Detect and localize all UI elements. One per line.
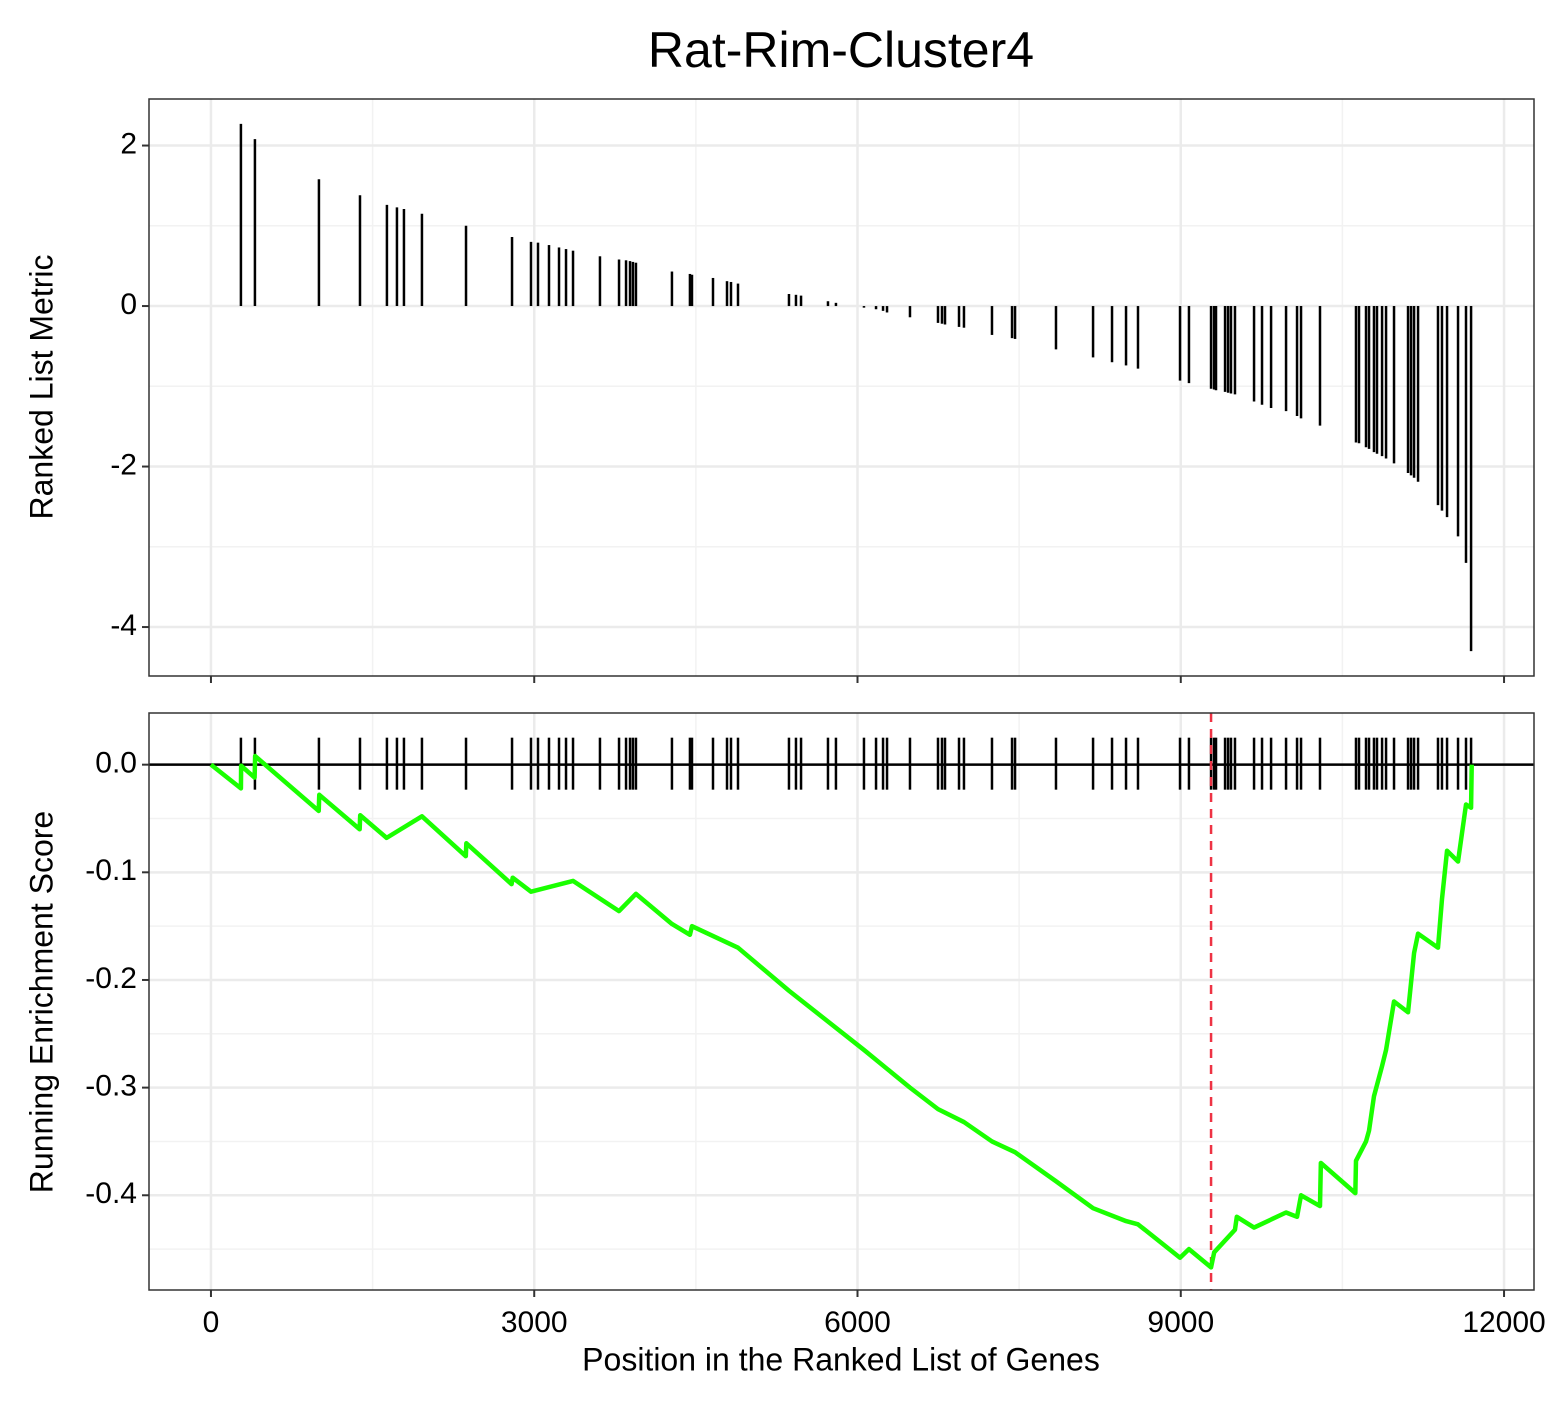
y-axis-label: Running Enrichment Score <box>23 811 59 1193</box>
x-tick-label: 12000 <box>1462 1306 1545 1339</box>
chart-title: Rat-Rim-Cluster4 <box>648 22 1034 78</box>
y-tick-label: 0.0 <box>95 747 137 780</box>
y-tick-label: 2 <box>120 127 137 160</box>
y-tick-label: -0.1 <box>85 854 137 887</box>
y-tick-label: -2 <box>110 448 137 481</box>
x-tick-label: 0 <box>203 1306 220 1339</box>
y-tick-label: -0.3 <box>85 1070 137 1103</box>
y-tick-label: -0.2 <box>85 962 137 995</box>
panel-border <box>148 98 1535 677</box>
x-tick-label: 9000 <box>1147 1306 1214 1339</box>
y-axis-label: Ranked List Metric <box>23 255 59 520</box>
x-tick-label: 3000 <box>501 1306 568 1339</box>
y-tick-label: 0 <box>120 288 137 321</box>
enrichment-line <box>209 753 1474 1270</box>
y-tick-label: -0.4 <box>85 1177 137 1210</box>
x-axis-label: Position in the Ranked List of Genes <box>582 1341 1100 1377</box>
panel-border <box>148 712 1535 1291</box>
x-tick-label: 6000 <box>824 1306 891 1339</box>
y-tick-label: -4 <box>110 609 137 642</box>
